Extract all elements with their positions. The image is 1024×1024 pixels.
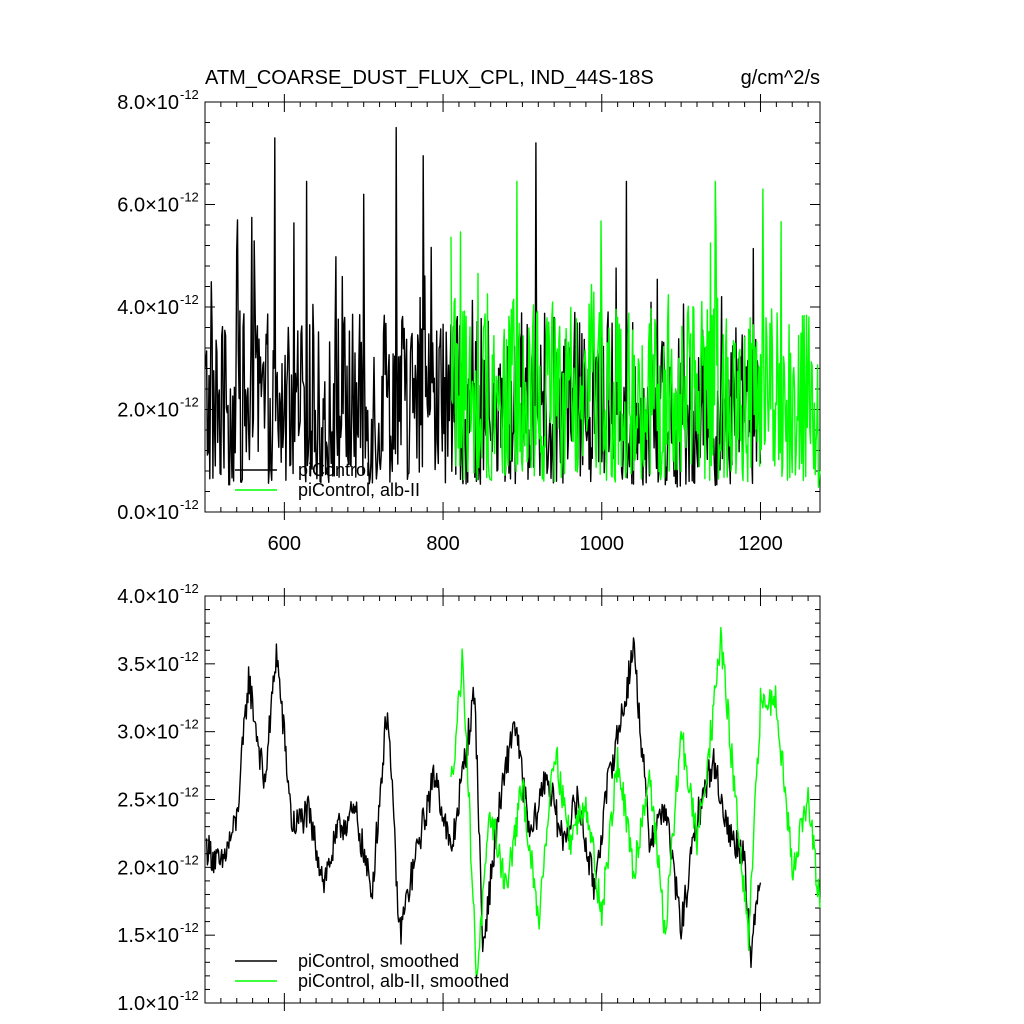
x-tick-label: 1000	[580, 533, 625, 555]
y-tick-exponent: -12	[180, 988, 199, 1003]
legend-label: piControl, alb-II, smoothed	[298, 971, 509, 991]
y-tick-label: 1.5×10	[117, 925, 179, 947]
chart-units: g/cm^2/s	[741, 67, 820, 89]
plot-frame	[204, 595, 821, 1004]
y-tick-label: 2.0×10	[117, 857, 179, 879]
y-tick-exponent: -12	[180, 87, 199, 102]
legend-label: piControl, alb-II	[298, 480, 420, 500]
y-tick-exponent: -12	[180, 717, 199, 732]
y-tick-exponent: -12	[180, 649, 199, 664]
y-tick-exponent: -12	[180, 395, 199, 410]
y-tick-exponent: -12	[180, 785, 199, 800]
top-panel: 0.0×10 -122.0×10 -124.0×10 -126.0×10 -128.0×…	[117, 87, 821, 555]
y-tick-exponent: -12	[180, 581, 199, 596]
y-tick-label: 2.0×10	[117, 400, 179, 422]
y-tick-exponent: -12	[180, 920, 199, 935]
bottom-panel: 1.0×10 -121.5×10 -122.0×10 -122.5×10 -123.0×…	[117, 581, 821, 1015]
chart-title: ATM_COARSE_DUST_FLUX_CPL, IND_44S-18S	[205, 67, 654, 89]
y-tick-label: 8.0×10	[117, 92, 179, 114]
y-tick-label: 1.0×10	[117, 993, 179, 1015]
legend-label: piControl, smoothed	[298, 951, 459, 971]
series-line	[450, 180, 821, 488]
y-tick-exponent: -12	[180, 497, 199, 512]
y-tick-label: 4.0×10	[117, 586, 179, 608]
y-tick-exponent: -12	[180, 292, 199, 307]
y-tick-label: 2.5×10	[117, 790, 179, 812]
series-line	[450, 626, 821, 980]
y-tick-label: 4.0×10	[117, 297, 179, 319]
y-tick-exponent: -12	[180, 852, 199, 867]
y-tick-label: 0.0×10	[117, 502, 179, 524]
x-tick-label: 800	[426, 533, 459, 555]
y-tick-exponent: -12	[180, 190, 199, 205]
y-tick-label: 3.0×10	[117, 722, 179, 744]
y-tick-label: 3.5×10	[117, 654, 179, 676]
legend-label: piControl	[298, 460, 370, 480]
x-tick-label: 600	[268, 533, 301, 555]
x-tick-label: 1200	[738, 533, 783, 555]
y-tick-label: 6.0×10	[117, 195, 179, 217]
series-line	[205, 637, 762, 969]
